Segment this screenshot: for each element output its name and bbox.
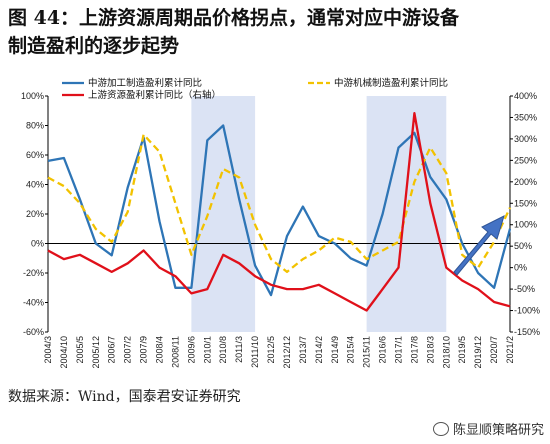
source-note: 数据来源：Wind，国泰君安证券研究: [8, 389, 241, 405]
x-tick-label: 2018/10: [441, 336, 451, 369]
left-tick-label: 20%: [26, 209, 44, 219]
right-tick-label: 0%: [514, 263, 527, 273]
legend-label-1: 中游机械制造盈利累计同比: [334, 77, 448, 89]
x-tick-label: 2005/5: [75, 336, 85, 364]
chart-container: 100% 80% 60% 40% 20% 0% -20% -40% -60% 400% 350% 30…: [0, 64, 550, 376]
left-tick-label: -40%: [23, 298, 44, 308]
right-tick-label: 200%: [514, 177, 537, 187]
x-tick-label: 2020/7: [489, 336, 499, 364]
x-tick-label: 2018/3: [425, 336, 435, 364]
left-tick-label: 40%: [26, 180, 44, 190]
right-tick-label: 50%: [514, 241, 532, 251]
left-tick-label: -20%: [23, 268, 44, 278]
x-tick-label: 2008/4: [155, 336, 165, 364]
figure-title-line2: 制造盈利的逐步起势: [8, 35, 180, 57]
x-tick-label: 2017/8: [409, 336, 419, 364]
x-tick-label: 2011/3: [234, 336, 244, 363]
right-tick-label: -150%: [514, 327, 540, 337]
left-tick-label: -60%: [23, 327, 44, 337]
x-tick-label: 2004/10: [59, 336, 69, 369]
x-tick-label: 2016/6: [378, 336, 388, 364]
x-tick-label: 2012/12: [282, 336, 292, 369]
x-tick-label: 2015/11: [362, 336, 372, 368]
x-tick-label: 2014/2: [314, 336, 324, 364]
left-tick-label: 80%: [26, 121, 44, 131]
x-tick-label: 2010/1: [202, 336, 212, 364]
right-tick-label: -100%: [514, 306, 540, 316]
x-tick-label: 2021/2: [505, 336, 515, 364]
left-tick-label: 100%: [21, 91, 44, 101]
x-tick-label: 2006/7: [107, 336, 117, 364]
line-chart: 100% 80% 60% 40% 20% 0% -20% -40% -60% 400% 350% 30…: [21, 77, 540, 369]
right-tick-label: 400%: [514, 91, 537, 101]
right-tick-label: 300%: [514, 134, 537, 144]
left-tick-label: 60%: [26, 150, 44, 160]
series-line-2: [47, 112, 511, 312]
x-tick-label: 2015/4: [346, 336, 356, 364]
x-tick-label: 2011/10: [250, 336, 260, 368]
x-tick-label: 2013/7: [298, 336, 308, 364]
x-tick-label: 2019/12: [473, 336, 483, 369]
legend-label-2: 上游资源盈利累计同比（右轴）: [88, 89, 221, 101]
x-tick-label: 2014/9: [330, 336, 340, 364]
right-tick-label: 100%: [514, 220, 537, 230]
figure-title-line1: 图 44：上游资源周期品价格拐点，通常对应中游设备: [8, 7, 460, 29]
left-tick-label: 0%: [31, 239, 44, 249]
x-tick-label: 2012/5: [266, 336, 276, 364]
figure-title: 图 44：上游资源周期品价格拐点，通常对应中游设备 制造盈利的逐步起势: [8, 4, 546, 60]
shaded-period-0: [191, 96, 256, 332]
x-tick-label: 2007/2: [123, 336, 133, 364]
x-tick-label: 2019/5: [457, 336, 467, 364]
x-tick-label: 2010/8: [218, 336, 228, 364]
right-tick-label: -50%: [514, 284, 535, 294]
series-line-1: [47, 133, 512, 274]
x-tick-label: 2005/12: [91, 336, 101, 369]
wechat-icon: [432, 421, 449, 436]
watermark-text: 陈显顺策略研究: [452, 423, 544, 438]
x-tick-label: 2008/11: [170, 336, 180, 368]
x-tick-label: 2017/1: [393, 336, 403, 364]
right-tick-label: 350%: [514, 112, 537, 122]
watermark: 陈显顺策略研究: [432, 419, 544, 438]
x-tick-label: 2009/6: [186, 336, 196, 364]
legend-label-0: 中游加工制造盈利累计同比: [88, 77, 202, 89]
right-tick-label: 150%: [514, 198, 537, 208]
x-tick-label: 2007/9: [139, 336, 149, 364]
right-tick-label: 250%: [514, 155, 537, 165]
trend-arrow-icon: [453, 215, 505, 276]
x-tick-label: 2004/3: [43, 336, 53, 364]
